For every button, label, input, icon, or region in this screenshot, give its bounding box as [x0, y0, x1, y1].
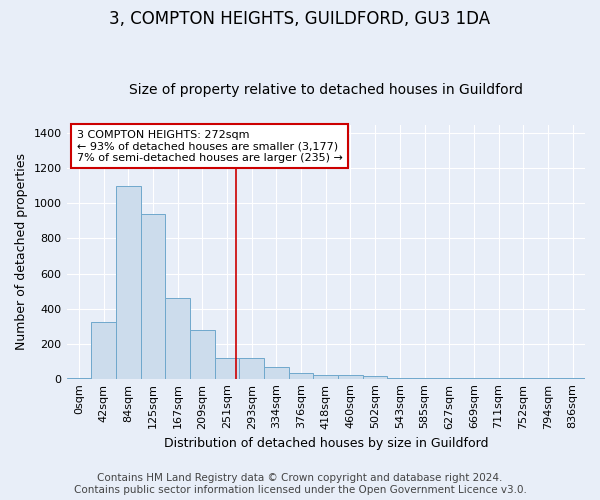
- Text: Contains HM Land Registry data © Crown copyright and database right 2024.
Contai: Contains HM Land Registry data © Crown c…: [74, 474, 526, 495]
- Bar: [239, 358, 264, 378]
- Text: 3 COMPTON HEIGHTS: 272sqm
← 93% of detached houses are smaller (3,177)
7% of sem: 3 COMPTON HEIGHTS: 272sqm ← 93% of detac…: [77, 130, 343, 163]
- Title: Size of property relative to detached houses in Guildford: Size of property relative to detached ho…: [129, 83, 523, 97]
- Bar: [215, 358, 239, 378]
- Bar: [140, 214, 165, 378]
- Bar: [264, 368, 289, 378]
- Bar: [165, 298, 190, 378]
- Text: 3, COMPTON HEIGHTS, GUILDFORD, GU3 1DA: 3, COMPTON HEIGHTS, GUILDFORD, GU3 1DA: [109, 10, 491, 28]
- Bar: [289, 372, 313, 378]
- Bar: [338, 375, 363, 378]
- Bar: [91, 322, 116, 378]
- Bar: [363, 376, 388, 378]
- Bar: [190, 330, 215, 378]
- Y-axis label: Number of detached properties: Number of detached properties: [15, 153, 28, 350]
- X-axis label: Distribution of detached houses by size in Guildford: Distribution of detached houses by size …: [164, 437, 488, 450]
- Bar: [313, 375, 338, 378]
- Bar: [116, 186, 140, 378]
